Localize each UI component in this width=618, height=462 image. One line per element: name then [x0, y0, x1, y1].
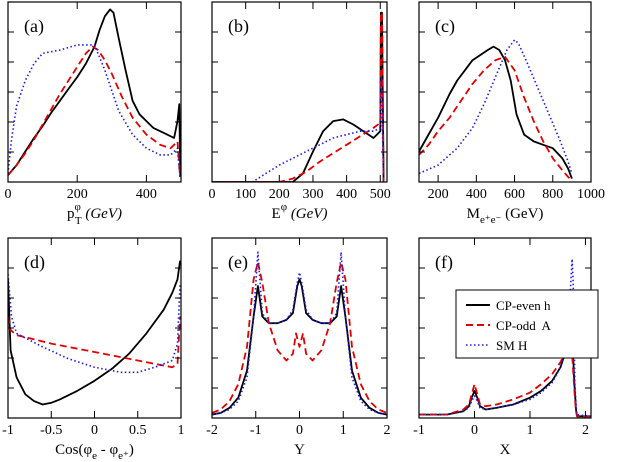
panel-c: 200 400 600 800 1000 (c) Me⁺e⁻ (GeV) [418, 1, 605, 226]
legend-label-cp-even: CP-even h [496, 298, 551, 313]
x-axis-label: pφ T (GeV) [67, 201, 122, 227]
series-cp-odd-a-line [212, 11, 385, 182]
x-tick-label: 0.5 [129, 423, 147, 438]
x-tick-label: -1 [413, 423, 425, 438]
series-cp-even-h-line [419, 45, 573, 179]
x-tick-label: 1000 [577, 187, 605, 202]
legend-label-cp-odd: CP-odd A [496, 318, 552, 333]
x-tick-label: 2 [582, 423, 589, 438]
x-tick-label: -1 [250, 423, 262, 438]
series-cp-odd-a-line [8, 45, 181, 177]
x-tick-label: -2 [206, 423, 218, 438]
series-cp-even-h-line [8, 260, 181, 406]
panel-e: -2 -1 0 1 2 (e) Y [206, 237, 391, 458]
x-tick-label: 0 [209, 187, 216, 202]
x-tick-label: 0 [91, 423, 98, 438]
legend-label-sm-h: SM H [496, 338, 527, 353]
x-tick-label: -1 [2, 423, 14, 438]
series-cp-odd-a-line [212, 261, 387, 414]
x-tick-label: 0 [471, 423, 478, 438]
series-sm-h-line [212, 76, 385, 182]
x-tick-label: 400 [336, 187, 357, 202]
x-tick-label: 0 [5, 187, 12, 202]
x-tick-label: 1 [178, 423, 185, 438]
x-tick-label: 800 [542, 187, 563, 202]
series-sm-h-line [8, 274, 181, 374]
x-tick-label: 500 [370, 187, 391, 202]
series-sm-h-line [212, 251, 387, 416]
x-axis-label: Me⁺e⁻ (GeV) [467, 206, 544, 226]
x-tick-label: 1 [526, 423, 533, 438]
panel-tag: (e) [228, 252, 248, 273]
x-axis-label: Y [294, 442, 305, 458]
x-axis-label: Cos(φe - φe⁺) [55, 442, 134, 462]
panel-b: 0 100 200 300 400 500 (b) Eφ (GeV) [209, 1, 391, 222]
panel-tag: (b) [228, 16, 249, 37]
x-tick-label: 0 [296, 423, 303, 438]
panel-tag: (c) [435, 16, 455, 37]
x-tick-label: 100 [235, 187, 256, 202]
panel-f: -1 0 1 2 (f) X [413, 237, 592, 458]
x-axis-label: X [500, 442, 511, 458]
x-tick-label: 200 [67, 187, 88, 202]
panel-d: -1 -0.5 0 0.5 1 (d) Cos(φe - φe⁺) [2, 237, 185, 462]
x-axis-label: Eφ (GeV) [272, 201, 328, 222]
series-cp-odd-a-line [8, 316, 181, 369]
panel-tag: (f) [435, 252, 453, 273]
panel-tag: (a) [24, 16, 44, 37]
series-sm-h-line [419, 258, 591, 418]
x-tick-label: 400 [466, 187, 487, 202]
x-tick-label: 2 [384, 423, 391, 438]
x-tick-label: 1 [340, 423, 347, 438]
x-tick-label: -0.5 [40, 423, 62, 438]
series-cp-odd-a-line [419, 55, 573, 181]
legend: CP-even h CP-odd A SM H [455, 289, 599, 359]
x-tick-label: 600 [504, 187, 525, 202]
x-tick-label: 400 [136, 187, 157, 202]
series-cp-even-h-line [8, 8, 181, 177]
x-tick-label: 200 [428, 187, 449, 202]
x-tick-label: 300 [302, 187, 323, 202]
panel-tag: (d) [24, 252, 45, 273]
series-cp-odd-a-line [419, 339, 591, 418]
panel-a: 0 200 400 (a) pφ T (GeV) [5, 1, 182, 227]
x-tick-label: 200 [269, 187, 290, 202]
series-sm-h-line [8, 44, 181, 177]
